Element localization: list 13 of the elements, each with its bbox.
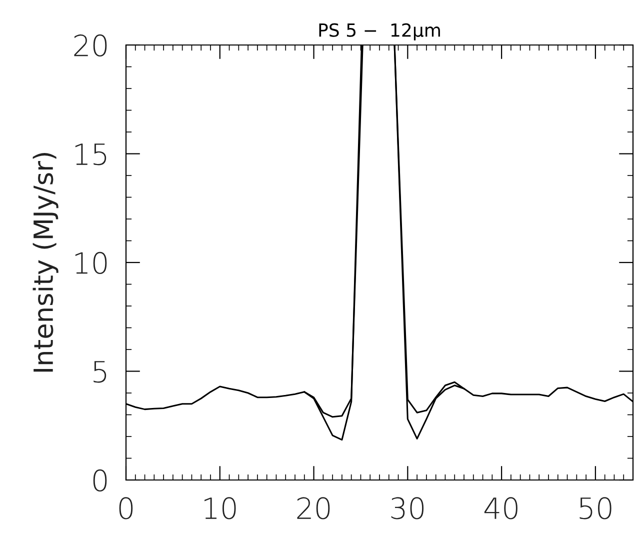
x-tick-label: 10: [204, 497, 236, 520]
y-tick-label: 5: [94, 361, 106, 383]
x-tick-label: 50: [580, 497, 612, 520]
x-tick-label: 20: [297, 497, 330, 520]
chart-title: PS 5 − 12μm: [319, 23, 440, 40]
y-tick-label: 15: [75, 144, 106, 166]
y-tick-label: 10: [75, 252, 107, 274]
x-tick-label: 40: [484, 497, 518, 520]
y-tick-label: 0: [93, 469, 107, 492]
y-axis-title: Intensity (MJy/sr): [32, 153, 58, 372]
x-tick-label: 30: [391, 497, 424, 520]
y-tick-label: 20: [74, 34, 107, 57]
x-tick-label: 0: [119, 497, 133, 520]
